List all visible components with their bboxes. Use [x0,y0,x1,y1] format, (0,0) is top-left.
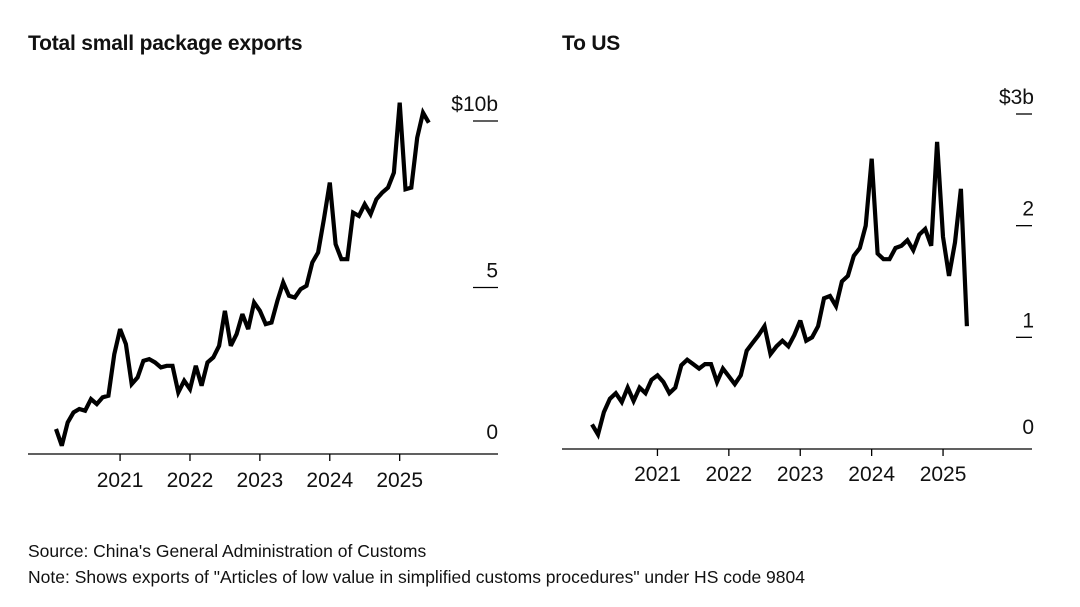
x-tick-label-2022: 2022 [167,469,214,492]
chart-title-total: Total small package exports [28,32,303,55]
y-tick-label-0: 0 [486,421,498,444]
x-tick-label-2025: 2025 [920,463,967,486]
y-tick-label-2: 2 [1022,198,1034,221]
series-line-total [54,102,431,447]
x-tick-label-2021: 2021 [97,469,144,492]
source-note: Source: China's General Administration o… [28,541,427,561]
chart-to-us: 2021 2022 2023 2024 2025 0 1 2 $3b [562,86,1034,486]
y-tick-label-1: 1 [1022,309,1034,332]
chart-title-us: To US [562,32,621,55]
series-line-us [590,141,969,440]
x-tick-label-2024: 2024 [306,469,353,492]
x-tick-label-2024: 2024 [848,463,895,486]
y-tick-label-3: $3b [999,86,1034,109]
chart-total-small-package-exports: 2021 2022 2023 2024 2025 0 5 $10b [28,93,498,492]
x-tick-label-2023: 2023 [777,463,824,486]
y-tick-label-0: 0 [1022,416,1034,439]
x-tick-label-2023: 2023 [237,469,284,492]
x-tick-label-2022: 2022 [705,463,752,486]
x-tick-label-2021: 2021 [634,463,681,486]
x-tick-label-2025: 2025 [376,469,423,492]
y-tick-label-10: $10b [451,93,498,116]
y-tick-label-5: 5 [486,260,498,283]
footnote: Note: Shows exports of "Articles of low … [28,567,805,587]
